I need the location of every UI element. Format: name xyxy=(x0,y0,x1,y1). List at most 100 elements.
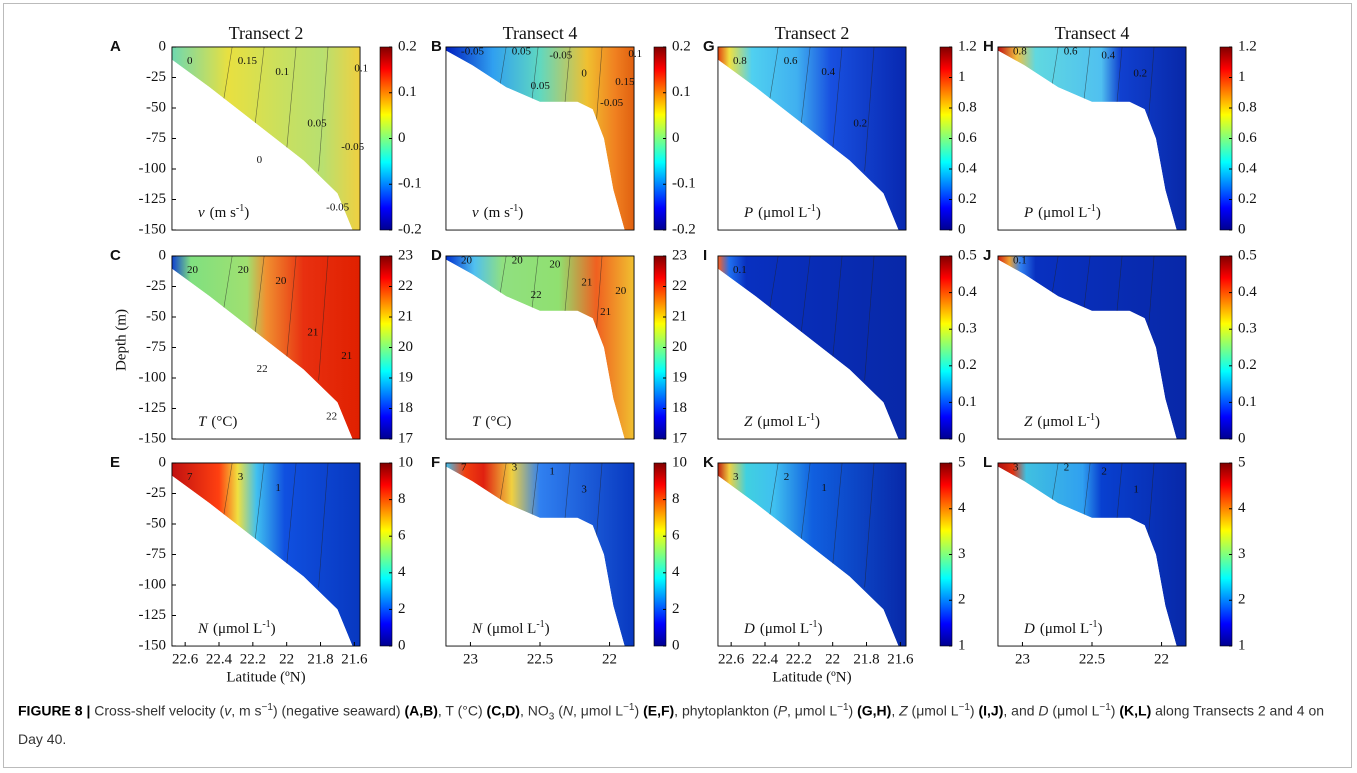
colorbar-label: 0 xyxy=(958,221,966,237)
x-tick-label: 21.8 xyxy=(307,651,333,667)
contour-line xyxy=(864,46,875,172)
variable-label: T (°C) xyxy=(198,414,237,430)
colorbar-label: 23 xyxy=(398,247,413,263)
colorbar-label: 23 xyxy=(672,247,687,263)
seabed xyxy=(446,259,634,439)
seabed xyxy=(718,59,906,231)
contour-line xyxy=(286,462,297,566)
caption-text: , and xyxy=(1003,702,1039,719)
x-tick-label: 22 xyxy=(1154,651,1169,667)
x-tick-label: 21.8 xyxy=(853,651,879,667)
seabed xyxy=(998,259,1186,439)
caption-text: −1 xyxy=(623,702,635,713)
x-tick-label: 22.2 xyxy=(240,651,266,667)
colorbar-label: 1.2 xyxy=(958,38,977,54)
contour-line xyxy=(768,46,779,106)
x-tick-label: 22.6 xyxy=(718,651,745,667)
variable-label: Z (μmol L-1) xyxy=(1024,412,1100,430)
contour-label: 0.2 xyxy=(1133,67,1147,79)
variable-symbol: v xyxy=(472,205,479,221)
panel-title: Transect 4 xyxy=(1055,23,1130,43)
contour-label: 0.05 xyxy=(512,46,532,58)
contour-label: 3 xyxy=(581,483,587,495)
x-tick-label: 22 xyxy=(602,651,617,667)
colorbar-label: 8 xyxy=(672,491,680,507)
contour-line xyxy=(832,255,843,359)
colorbar-label: 0 xyxy=(398,637,406,653)
caption-text: Cross-shelf velocity ( xyxy=(90,702,225,719)
colorbar-label: 0 xyxy=(1238,430,1246,446)
caption-text: (C,D) xyxy=(486,702,520,719)
caption-text: , NO xyxy=(519,702,549,719)
variable-exponent: -1 xyxy=(262,619,270,630)
colorbar-label: 0.4 xyxy=(1238,284,1257,300)
colorbar-label: 5 xyxy=(1238,454,1246,470)
panel-letter: K xyxy=(703,454,714,471)
contour-label: 0.15 xyxy=(238,55,258,67)
panel-letter: D xyxy=(431,247,442,264)
section xyxy=(718,47,906,230)
colorbar-label: 0.6 xyxy=(1238,130,1257,146)
plot-frame xyxy=(997,255,1187,440)
y-tick-label: -125 xyxy=(139,191,167,207)
y-tick-label: -50 xyxy=(146,99,166,115)
contour-label: 21 xyxy=(341,350,352,362)
contour-line xyxy=(286,46,297,150)
caption-text: , μmol L xyxy=(573,702,624,719)
caption-text: −1 xyxy=(958,702,970,713)
colorbar-label: 20 xyxy=(398,339,413,355)
colorbar-label: 17 xyxy=(672,430,688,446)
variable-label: N (μmol L-1) xyxy=(471,619,550,637)
colorbar-label: 0.3 xyxy=(1238,321,1257,337)
y-tick-label: -125 xyxy=(139,400,167,416)
y-tick-label: -100 xyxy=(139,576,167,592)
contour-label: 1 xyxy=(275,482,281,494)
colorbar xyxy=(939,255,953,440)
variable-unit: (μmol L xyxy=(758,205,807,221)
panel-letter: H xyxy=(983,38,994,55)
section xyxy=(998,463,1186,646)
caption-text: N xyxy=(562,702,573,719)
x-tick-label: 21.6 xyxy=(341,651,368,667)
colorbar-label: 0.2 xyxy=(1238,191,1257,207)
contour-line xyxy=(800,46,811,128)
variable-symbol: v xyxy=(198,205,205,221)
variable-close: ) xyxy=(271,621,276,637)
contour-label: 21 xyxy=(581,276,592,288)
variable-label: v (m s-1) xyxy=(472,203,523,221)
panel-letter: G xyxy=(703,38,715,55)
contour-label: 3 xyxy=(1013,462,1019,474)
colorbar-label: 22 xyxy=(398,278,413,294)
panel-letter: E xyxy=(110,454,120,471)
colorbar-label: 22 xyxy=(672,278,687,294)
variable-symbol: D xyxy=(743,621,755,637)
caption-text: (E,F) xyxy=(643,702,675,719)
contour-line xyxy=(222,46,233,106)
contour-line xyxy=(254,462,265,544)
variable-exponent: -1 xyxy=(236,203,244,214)
section xyxy=(172,463,360,646)
contour-line xyxy=(318,462,329,588)
variable-unit: (μmol L xyxy=(760,621,809,637)
x-tick-label: 22.6 xyxy=(172,651,199,667)
colorbar-label: 0 xyxy=(398,130,406,146)
colorbar-label: 0.1 xyxy=(1238,394,1257,410)
variable-close: ) xyxy=(816,205,821,221)
contour-line xyxy=(254,255,265,337)
x-tick-label: 22.5 xyxy=(1079,651,1105,667)
contour-line xyxy=(832,46,843,150)
caption-text: 3 xyxy=(548,711,555,723)
variable-close: ) xyxy=(1095,414,1100,430)
colorbar-label: 17 xyxy=(398,430,414,446)
contour-label: -0.05 xyxy=(326,202,349,214)
plot-frame xyxy=(717,46,907,231)
colorbar-label: 0.4 xyxy=(958,284,977,300)
contour-line xyxy=(318,46,329,172)
contour-label: 21 xyxy=(307,326,318,338)
section xyxy=(446,47,634,230)
contour-label: 0.8 xyxy=(1013,46,1027,58)
colorbar-label: 1 xyxy=(1238,69,1246,85)
colorbar-label: 0.2 xyxy=(398,38,417,54)
y-tick-label: -150 xyxy=(139,430,167,446)
contour-label: 0 xyxy=(581,67,587,79)
